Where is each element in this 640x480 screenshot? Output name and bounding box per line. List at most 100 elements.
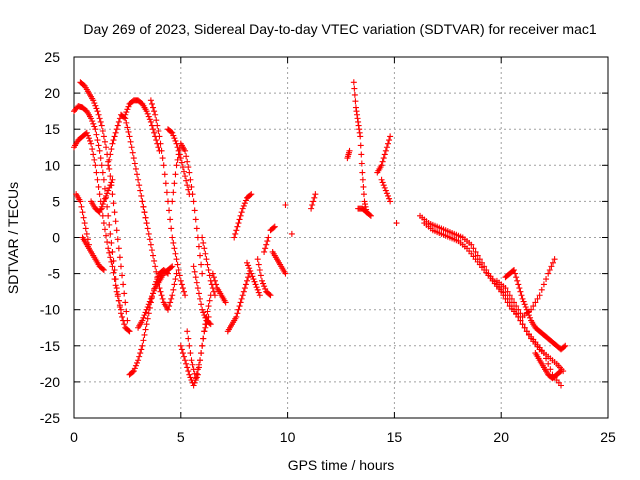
data-point xyxy=(197,357,204,364)
data-point xyxy=(172,171,179,178)
data-point xyxy=(511,266,518,273)
y-tick-label: 10 xyxy=(44,157,60,173)
data-point xyxy=(90,151,97,158)
series-sat-ag xyxy=(374,133,394,176)
data-point xyxy=(177,342,184,349)
data-point xyxy=(502,285,509,292)
data-point xyxy=(231,234,238,241)
data-point xyxy=(254,256,261,263)
data-point xyxy=(110,200,117,207)
data-point xyxy=(521,324,528,331)
data-point xyxy=(352,98,359,105)
data-point xyxy=(151,108,158,115)
data-point xyxy=(175,151,182,158)
data-point xyxy=(170,132,177,139)
series-sat-y xyxy=(269,248,289,277)
data-point xyxy=(171,135,178,142)
data-point xyxy=(144,110,151,117)
data-point xyxy=(88,115,95,122)
data-point xyxy=(187,176,194,183)
data-point xyxy=(134,171,141,178)
data-point xyxy=(169,129,176,136)
x-tick-label: 5 xyxy=(177,429,185,445)
data-point xyxy=(129,149,136,156)
series-sat-k xyxy=(139,198,180,313)
data-point xyxy=(99,201,106,208)
data-point xyxy=(190,382,197,389)
y-tick-label: -15 xyxy=(40,338,60,354)
data-point xyxy=(158,147,165,154)
y-tick-label: -20 xyxy=(40,374,60,390)
data-point xyxy=(201,245,208,252)
data-point xyxy=(163,189,170,196)
data-point xyxy=(562,342,569,349)
series-sat-an xyxy=(532,350,565,382)
x-tick-label: 25 xyxy=(600,429,616,445)
data-point xyxy=(172,276,179,283)
data-point xyxy=(106,184,113,191)
data-point xyxy=(386,195,393,202)
data-point xyxy=(174,156,181,163)
data-point xyxy=(184,158,191,165)
data-point xyxy=(124,124,131,131)
data-point xyxy=(549,259,556,266)
data-point xyxy=(359,169,366,176)
data-point xyxy=(145,301,152,308)
data-point xyxy=(144,225,151,232)
data-point xyxy=(185,368,192,375)
data-point xyxy=(211,292,218,299)
data-point xyxy=(78,203,85,210)
data-point xyxy=(384,192,391,199)
data-point xyxy=(189,191,196,198)
data-point xyxy=(121,114,128,121)
data-point xyxy=(358,151,365,158)
data-point xyxy=(105,245,112,252)
data-point xyxy=(472,248,479,255)
data-point xyxy=(84,132,91,139)
data-point xyxy=(393,220,400,227)
data-point xyxy=(153,137,160,144)
data-point xyxy=(132,362,139,369)
data-point xyxy=(108,179,115,186)
data-point xyxy=(233,227,240,234)
data-point xyxy=(387,133,394,140)
data-point xyxy=(192,216,199,223)
data-point xyxy=(186,371,193,378)
data-point xyxy=(94,108,101,115)
data-point xyxy=(106,249,113,256)
data-point xyxy=(99,128,106,135)
data-point xyxy=(151,257,158,264)
data-point xyxy=(381,184,388,191)
y-tick-label: 20 xyxy=(44,85,60,101)
data-point xyxy=(106,165,113,172)
data-point xyxy=(123,119,130,126)
data-point xyxy=(193,225,200,232)
data-point xyxy=(175,266,182,273)
series-sat-e xyxy=(79,234,107,273)
data-point xyxy=(147,97,154,104)
data-point xyxy=(248,191,255,198)
data-point xyxy=(144,303,151,310)
data-point xyxy=(200,309,207,316)
x-tick-label: 20 xyxy=(493,429,509,445)
data-point xyxy=(143,306,150,313)
data-point xyxy=(189,361,196,368)
data-point xyxy=(93,105,100,112)
data-point xyxy=(251,278,258,285)
data-point xyxy=(247,267,254,274)
series-sat-m xyxy=(164,126,193,198)
data-point xyxy=(282,202,289,209)
data-point xyxy=(190,263,197,270)
data-point xyxy=(89,146,96,153)
data-point xyxy=(81,220,88,227)
data-point xyxy=(235,306,242,313)
data-point xyxy=(145,113,152,120)
series-sat-u xyxy=(231,191,255,241)
data-point xyxy=(83,129,90,136)
data-point xyxy=(382,147,389,154)
data-point xyxy=(98,203,105,210)
data-point xyxy=(543,276,550,283)
data-point xyxy=(540,281,547,288)
data-point xyxy=(156,285,163,292)
